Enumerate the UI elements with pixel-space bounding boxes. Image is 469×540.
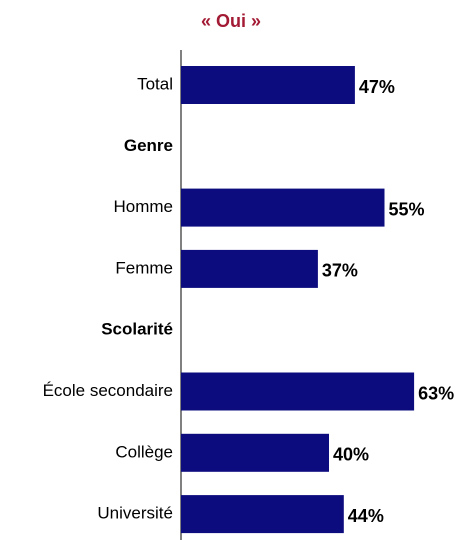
bar: [181, 433, 329, 472]
category-label: Collège: [115, 442, 173, 461]
bar: [181, 249, 318, 288]
category-label: Femme: [115, 258, 173, 277]
category-label: Homme: [113, 197, 173, 216]
chart-title: « Oui »: [201, 11, 261, 31]
value-label: 63%: [418, 383, 454, 403]
bar: [181, 66, 355, 104]
category-label: Total: [137, 74, 173, 93]
value-label: 44%: [348, 506, 384, 526]
value-label: 55%: [389, 199, 425, 219]
value-label: 47%: [359, 77, 395, 97]
value-label: 40%: [333, 445, 369, 465]
group-header: Scolarité: [101, 320, 173, 339]
category-label: École secondaire: [43, 381, 173, 400]
bar: [181, 495, 344, 534]
bar: [181, 188, 385, 227]
group-header: Genre: [124, 136, 173, 155]
category-label: Université: [97, 504, 173, 523]
value-label: 37%: [322, 261, 358, 281]
bar: [181, 372, 415, 411]
